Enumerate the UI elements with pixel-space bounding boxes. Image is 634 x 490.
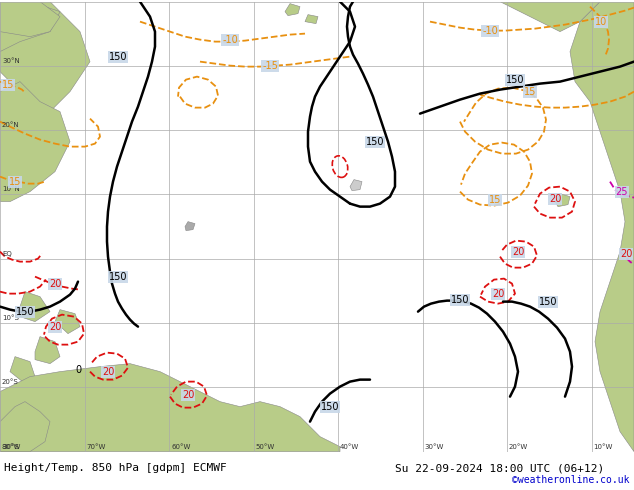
Text: -10: -10 [222,35,238,45]
Text: 150: 150 [451,294,469,305]
Text: 150: 150 [506,74,524,85]
Text: 150: 150 [109,51,127,62]
Polygon shape [55,310,80,334]
Text: 20°N: 20°N [2,122,20,128]
Text: 15: 15 [524,87,536,97]
Text: 20: 20 [512,246,524,257]
Text: -10: -10 [482,25,498,36]
Text: 30°S: 30°S [2,443,19,450]
Text: 40°W: 40°W [340,443,359,450]
Text: 10°N: 10°N [2,186,20,193]
Polygon shape [185,221,195,231]
Text: 30°N: 30°N [2,58,20,64]
Text: 150: 150 [109,271,127,282]
Text: -15: -15 [262,61,278,71]
Polygon shape [0,1,90,112]
Text: 20: 20 [49,279,61,289]
Text: 150: 150 [539,296,557,307]
Text: ©weatheronline.co.uk: ©weatheronline.co.uk [512,475,630,485]
Text: 25: 25 [616,187,628,196]
Polygon shape [0,402,50,452]
Polygon shape [35,337,60,364]
Text: 150: 150 [366,137,384,147]
Text: 10: 10 [595,17,607,26]
Text: 20: 20 [49,321,61,332]
Text: 20: 20 [620,248,632,259]
Text: 20: 20 [102,367,114,377]
Text: 50°W: 50°W [256,443,275,450]
Polygon shape [0,1,60,51]
Polygon shape [570,1,634,452]
Text: 150: 150 [16,307,34,317]
Polygon shape [20,292,50,321]
Text: 10°S: 10°S [2,315,19,321]
Text: 20: 20 [182,390,194,400]
Text: 60°W: 60°W [171,443,190,450]
Polygon shape [10,357,35,384]
Polygon shape [555,194,570,207]
Text: 15: 15 [9,176,21,187]
Polygon shape [305,15,318,24]
Text: 10°W: 10°W [593,443,613,450]
Text: 30°W: 30°W [425,443,444,450]
Polygon shape [285,3,300,16]
Text: 0: 0 [75,365,81,375]
Text: 20°S: 20°S [2,379,19,385]
Text: Su 22-09-2024 18:00 UTC (06+12): Su 22-09-2024 18:00 UTC (06+12) [395,463,604,473]
Text: 20°W: 20°W [509,443,528,450]
Text: 70°W: 70°W [86,443,106,450]
Text: 20: 20 [492,289,504,298]
Polygon shape [0,1,60,37]
Polygon shape [500,1,600,32]
Text: 15: 15 [489,195,501,205]
Polygon shape [350,180,362,191]
Polygon shape [0,82,70,201]
Text: 15: 15 [2,80,14,90]
Text: 80°W: 80°W [2,443,22,450]
Text: Height/Temp. 850 hPa [gdpm] ECMWF: Height/Temp. 850 hPa [gdpm] ECMWF [4,463,227,473]
Text: 20: 20 [549,194,561,204]
Text: 150: 150 [321,402,339,412]
Polygon shape [0,364,340,452]
Text: EQ: EQ [2,251,12,257]
